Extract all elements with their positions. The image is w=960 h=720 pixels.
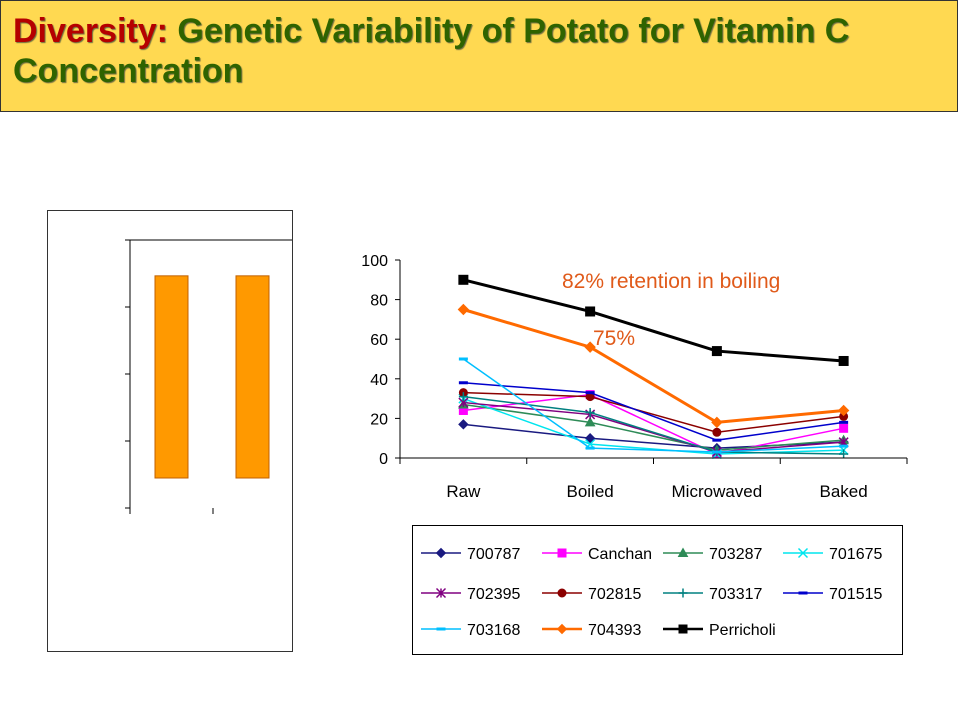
- legend-marker: [435, 547, 447, 559]
- legend-label: 703287: [709, 546, 762, 563]
- series-line: [463, 401, 844, 453]
- slide-title: Diversity: Genetic Variability of Potato…: [13, 11, 943, 91]
- small-bar-chart-panel: [47, 210, 293, 652]
- series-line: [462, 308, 844, 424]
- legend-label: 703168: [467, 622, 520, 639]
- series-line: [463, 403, 844, 451]
- small-bar-2: [235, 275, 270, 479]
- legend-marker: [678, 624, 688, 634]
- data-point: [837, 404, 850, 417]
- series-line: [463, 278, 844, 363]
- legend-marker: [557, 588, 567, 598]
- legend-label: 703317: [709, 586, 762, 603]
- x-tick-label: Raw: [446, 482, 481, 501]
- series-Perricholi: [458, 274, 849, 366]
- y-tick-label: 60: [370, 332, 388, 349]
- series-line: [463, 393, 844, 455]
- x-tick-label: Microwaved: [672, 482, 763, 501]
- y-tick-label: 20: [370, 411, 388, 428]
- legend-item-701515: 701515: [783, 586, 882, 603]
- legend-marker: [436, 627, 446, 631]
- data-point: [458, 419, 469, 430]
- series-701515: [458, 381, 849, 442]
- legend-marker: [435, 587, 447, 599]
- legend-item-702395: 702395: [421, 586, 520, 603]
- y-tick-label: 0: [379, 451, 388, 468]
- legend-item-702815: 702815: [542, 586, 641, 603]
- series-line: [463, 397, 844, 455]
- data-point: [712, 450, 722, 454]
- legend-marker: [798, 591, 808, 595]
- title-lead: Diversity:: [13, 12, 168, 50]
- data-point: [458, 274, 469, 285]
- y-tick-label: 80: [370, 293, 388, 310]
- legend-marker: [556, 623, 568, 635]
- data-point: [585, 306, 596, 317]
- data-point: [584, 341, 596, 353]
- legend-label: Perricholi: [709, 622, 776, 639]
- series-line: [463, 382, 844, 441]
- x-tick-label: Baked: [820, 482, 868, 501]
- title-rest: Genetic Variability of Potato for Vitami…: [13, 12, 850, 90]
- legend-marker: [677, 547, 689, 557]
- legend-item-Perricholi: Perricholi: [663, 622, 776, 639]
- legend-label: Canchan: [588, 546, 652, 563]
- data-point: [584, 416, 596, 427]
- small-bar-chart: [125, 239, 292, 514]
- chart-legend: 700787 Canchan 703287 701675 702395 702815 703…: [412, 525, 903, 655]
- series-line: [463, 395, 844, 455]
- data-point: [458, 381, 468, 385]
- series-line: [462, 358, 844, 453]
- legend-label: 700787: [467, 546, 520, 563]
- data-point: [839, 449, 849, 459]
- legend-item-701675: 701675: [783, 546, 882, 563]
- legend-marker: [678, 588, 688, 598]
- orange-retention-annotation: 75%: [593, 327, 635, 350]
- series-702815: [458, 388, 849, 437]
- data-point: [838, 355, 849, 366]
- data-point: [457, 303, 470, 316]
- series-703168: [458, 357, 849, 454]
- data-point: [585, 407, 595, 417]
- series-line: [463, 391, 844, 434]
- data-point: [712, 438, 722, 442]
- legend-label: 702395: [467, 586, 520, 603]
- y-tick-label: 40: [370, 372, 388, 389]
- legend-item-703287: 703287: [663, 546, 762, 563]
- data-point: [712, 427, 722, 437]
- data-point: [458, 392, 468, 402]
- data-point: [839, 420, 849, 424]
- data-point: [458, 357, 468, 361]
- data-point: [711, 416, 723, 429]
- legend-label: 704393: [588, 622, 641, 639]
- data-point: [839, 444, 849, 448]
- y-tick-label: 100: [361, 253, 388, 270]
- legend-item-703317: 703317: [663, 586, 762, 603]
- data-point: [711, 346, 722, 357]
- data-point: [584, 432, 596, 444]
- x-tick-label: Boiled: [566, 482, 613, 501]
- title-bar: Diversity: Genetic Variability of Potato…: [0, 0, 958, 112]
- vitamin-c-line-chart: 0 20 40 60 80 100 Raw Boiled Microwaved Baked 82%…: [361, 253, 908, 501]
- legend-item-704393: 704393: [542, 622, 641, 639]
- legend-item-Canchan: Canchan: [542, 546, 652, 563]
- legend-item-703168: 703168: [421, 622, 520, 639]
- data-point: [585, 446, 595, 450]
- legend-marker: [797, 547, 809, 559]
- legend-label: 701675: [829, 546, 882, 563]
- series-702395: [458, 397, 849, 458]
- boiling-retention-annotation: 82% retention in boiling: [562, 270, 780, 293]
- legend-item-700787: 700787: [421, 546, 520, 563]
- legend-marker: [557, 548, 567, 558]
- legend-label: 701515: [829, 586, 882, 603]
- small-bar-1: [154, 275, 189, 479]
- legend-label: 702815: [588, 586, 641, 603]
- data-point: [585, 391, 595, 395]
- data-point: [839, 423, 849, 433]
- series-704393: [457, 303, 850, 429]
